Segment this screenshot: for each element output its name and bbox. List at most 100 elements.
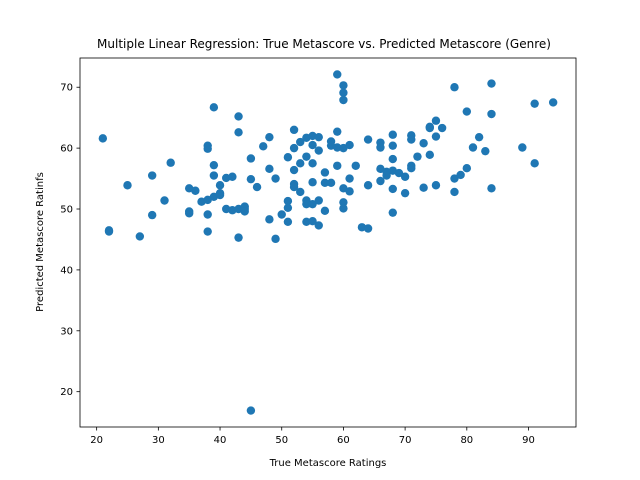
data-point — [388, 208, 397, 217]
data-point — [246, 406, 256, 415]
data-point — [431, 181, 441, 190]
data-point — [339, 95, 348, 105]
data-point — [271, 234, 280, 244]
x-tick-label: 90 — [522, 435, 535, 446]
data-point — [283, 153, 293, 162]
data-point — [265, 132, 274, 142]
data-point — [326, 178, 336, 188]
data-point — [407, 135, 416, 144]
data-point — [400, 172, 410, 181]
x-tick-label: 30 — [152, 435, 165, 446]
data-point — [363, 181, 373, 190]
data-point — [98, 134, 108, 143]
data-point — [184, 209, 194, 218]
data-point — [487, 184, 496, 193]
data-point — [320, 206, 330, 216]
plot-area-frame — [79, 57, 577, 428]
data-point — [160, 196, 169, 205]
data-point — [400, 188, 410, 198]
data-point — [333, 161, 342, 170]
data-point — [252, 182, 262, 192]
y-tick-label: 30 — [60, 326, 73, 337]
x-tick-label: 70 — [399, 435, 412, 446]
x-tick-label: 20 — [90, 435, 103, 446]
data-point — [166, 158, 175, 167]
data-point — [289, 165, 299, 175]
data-point — [246, 174, 256, 184]
data-point — [437, 123, 447, 133]
data-point — [135, 232, 145, 241]
data-point — [147, 171, 157, 180]
data-point — [283, 217, 293, 226]
data-point — [450, 187, 459, 197]
data-point — [283, 203, 293, 212]
data-point — [209, 103, 219, 112]
data-point — [320, 168, 330, 177]
data-point — [314, 196, 323, 205]
data-point — [308, 178, 317, 187]
data-point — [314, 132, 323, 142]
data-point — [296, 137, 305, 147]
data-point — [259, 142, 268, 151]
data-point — [363, 135, 373, 144]
y-tick-label: 50 — [60, 205, 73, 216]
data-point — [530, 159, 539, 168]
data-point — [548, 98, 558, 107]
x-tick-label: 80 — [460, 435, 473, 446]
data-point — [376, 143, 385, 152]
data-point — [450, 83, 459, 92]
data-point — [345, 187, 354, 196]
y-axis-label: Predicted Metascore Ratinfs — [35, 172, 46, 312]
data-point — [147, 210, 157, 220]
data-point — [431, 132, 441, 141]
data-point — [265, 164, 274, 174]
data-point — [474, 132, 484, 142]
data-point — [234, 233, 243, 242]
data-point — [302, 217, 311, 226]
data-point — [234, 128, 243, 137]
data-point — [413, 152, 422, 161]
y-tick-label: 60 — [60, 144, 73, 155]
data-point — [345, 140, 354, 150]
data-point — [302, 199, 311, 209]
data-point — [308, 140, 317, 150]
y-tick-label: 20 — [60, 387, 73, 398]
data-point — [215, 190, 225, 200]
data-point — [308, 159, 317, 168]
data-point — [388, 184, 397, 194]
x-axis-label: True Metascore Ratings — [269, 458, 387, 469]
y-axis: 20 30 40 50 60 70 — [60, 83, 80, 398]
data-point — [382, 171, 391, 180]
data-point — [425, 123, 434, 133]
data-point — [339, 198, 348, 207]
data-point — [289, 125, 299, 135]
x-tick-label: 40 — [214, 435, 227, 446]
data-point — [209, 171, 219, 180]
x-tick-label: 60 — [337, 435, 350, 446]
data-point — [123, 181, 132, 190]
data-point — [394, 168, 404, 178]
data-point — [320, 178, 330, 188]
y-tick-label: 40 — [60, 265, 73, 276]
data-point — [308, 216, 317, 226]
data-point — [468, 143, 478, 152]
data-point — [296, 187, 305, 197]
data-point — [191, 186, 200, 195]
data-point — [530, 99, 539, 108]
data-point — [518, 143, 527, 152]
data-point — [462, 164, 472, 173]
data-point — [314, 221, 323, 230]
data-point — [265, 215, 274, 224]
data-point — [314, 146, 323, 155]
data-point — [296, 159, 305, 168]
data-point — [333, 127, 342, 136]
data-point — [407, 164, 416, 173]
data-point — [277, 210, 286, 219]
data-point — [419, 183, 428, 192]
data-point — [308, 199, 317, 209]
data-point — [339, 88, 348, 97]
data-point — [240, 207, 249, 216]
data-point — [456, 170, 465, 180]
data-point — [289, 143, 299, 153]
